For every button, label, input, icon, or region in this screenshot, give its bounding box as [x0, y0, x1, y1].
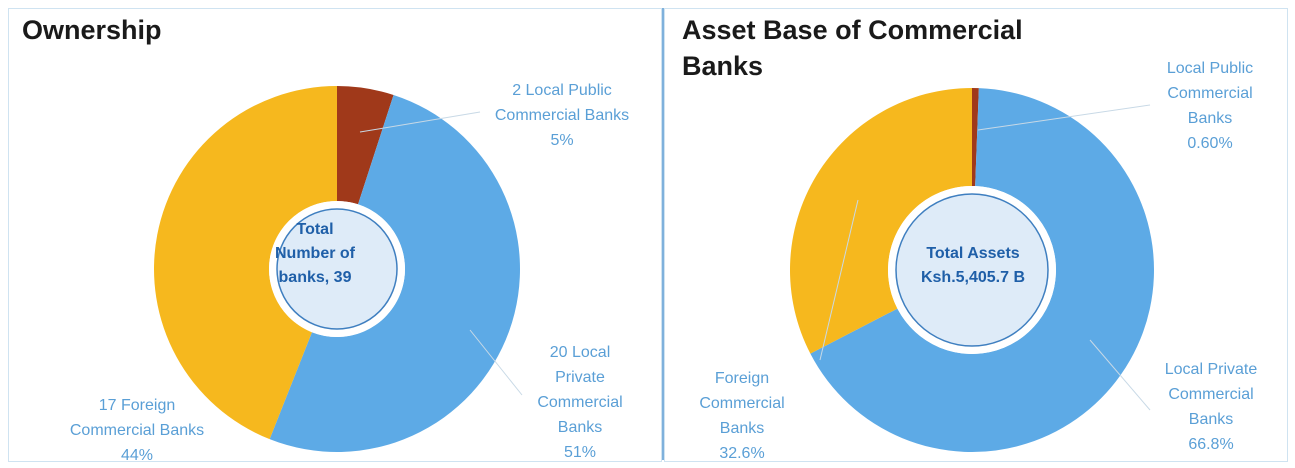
leader-line: [977, 104, 1151, 131]
label-line: Banks: [1188, 411, 1234, 428]
donut-slice-local-private-commercial-banks: [810, 88, 1155, 452]
label-line: Local Private: [1164, 361, 1258, 378]
leader-line: [469, 329, 523, 396]
label-line: 66.8%: [1188, 436, 1234, 453]
label-line: Banks: [1187, 110, 1233, 127]
label-line: Commercial Banks: [494, 107, 630, 124]
data-label-local-private: 20 Local Private Commercial Banks 51%: [520, 340, 640, 465]
label-line: 32.6%: [719, 445, 765, 462]
data-label-local-private-assets: Local Private Commercial Banks 66.8%: [1146, 357, 1276, 457]
center-line: banks, 39: [278, 269, 352, 286]
label-line: Commercial: [537, 394, 623, 411]
center-label-assets: Total Assets Ksh.5,405.7 B: [898, 242, 1048, 290]
donut-center: [895, 193, 1049, 347]
center-line: Ksh.5,405.7 B: [920, 269, 1026, 286]
label-line: 17 Foreign: [98, 397, 176, 414]
label-line: Foreign: [714, 370, 770, 387]
panel-divider: [662, 8, 664, 460]
chart-title-ownership: Ownership: [22, 15, 162, 45]
chart-title-asset-base: Asset Base of Commercial Banks: [682, 15, 1023, 81]
data-label-local-public: 2 Local Public Commercial Banks 5%: [482, 78, 642, 153]
leader-line: [1089, 339, 1151, 411]
donut-center: [276, 208, 398, 330]
data-label-local-public-assets: Local Public Commercial Banks 0.60%: [1150, 56, 1270, 156]
center-line: Total Assets: [926, 245, 1020, 262]
donut-slice-local-public-commercial-banks: [972, 88, 979, 187]
donut-slice-foreign-commercial-banks: [790, 88, 972, 354]
leader-line: [819, 199, 859, 361]
left-panel-border: [8, 8, 662, 462]
label-line: 0.60%: [1187, 135, 1233, 152]
center-label-ownership: Total Number of banks, 39: [249, 218, 381, 290]
donut-slice-foreign-commercial-banks: [153, 86, 337, 440]
data-label-foreign-assets: Foreign Commercial Banks 32.6%: [682, 366, 802, 466]
label-line: 44%: [120, 447, 154, 464]
label-line: Private: [555, 369, 605, 386]
donut-slice-local-private-commercial-banks: [269, 94, 521, 453]
label-line: 51%: [563, 444, 597, 461]
leader-line: [359, 111, 481, 133]
label-line: 5%: [550, 132, 574, 149]
center-line: Total: [296, 221, 334, 238]
donut-slice-local-public-commercial-banks: [337, 86, 394, 205]
label-line: Commercial: [1167, 85, 1253, 102]
data-label-foreign: 17 Foreign Commercial Banks 44%: [52, 393, 222, 468]
label-line: Commercial: [1168, 386, 1254, 403]
label-line: Commercial: [699, 395, 785, 412]
label-line: Local Public: [1166, 60, 1254, 77]
label-line: 2 Local Public: [512, 82, 612, 99]
label-line: Commercial Banks: [69, 422, 205, 439]
right-panel-border: [664, 8, 1288, 462]
center-line: Number of: [275, 245, 355, 262]
label-line: 20 Local: [549, 344, 611, 361]
label-line: Banks: [557, 419, 603, 436]
label-line: Banks: [719, 420, 765, 437]
